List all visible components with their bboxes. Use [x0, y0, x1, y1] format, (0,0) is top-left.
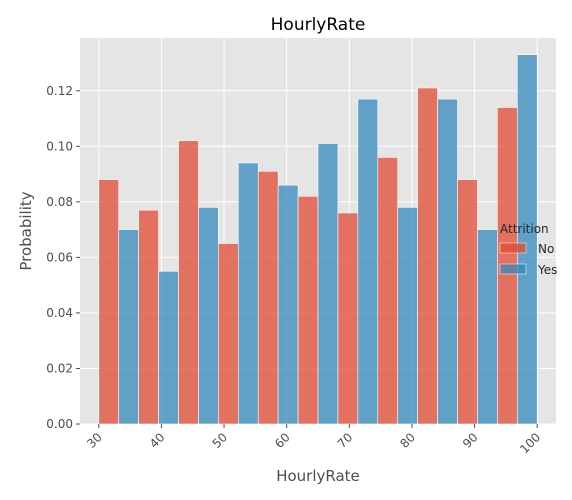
bar-no-0: [98, 179, 120, 425]
bar-no-8: [417, 87, 438, 425]
legend-swatch-yes: [499, 263, 527, 275]
x-tick-label: 30: [84, 430, 105, 451]
bar-yes-7: [397, 207, 418, 425]
y-tick-label: 0.02: [46, 361, 73, 375]
x-tick-label: 100: [517, 430, 543, 456]
y-tick-label: 0.04: [46, 306, 73, 320]
legend-swatch-no: [499, 242, 527, 254]
y-tick-label: 0.08: [46, 195, 73, 209]
bar-no-6: [337, 212, 359, 425]
bar-no-4: [257, 170, 279, 425]
bar-yes-1: [158, 270, 179, 425]
legend-label-no: No: [538, 242, 554, 256]
bar-yes-8: [437, 98, 458, 425]
bar-no-7: [377, 157, 399, 425]
x-ticks: 30 40 50 60 70 80 90 100: [84, 424, 543, 456]
y-tick-label: 0.00: [46, 417, 73, 431]
bar-yes-3: [237, 162, 259, 425]
x-tick-label: 90: [460, 430, 481, 451]
x-axis-label: HourlyRate: [276, 467, 360, 485]
y-tick-label: 0.10: [46, 139, 73, 153]
y-tick-label: 0.06: [46, 250, 73, 264]
legend-title: Attrition: [500, 222, 549, 236]
y-axis-label: Probability: [17, 191, 35, 270]
y-tick-label: 0.12: [46, 84, 73, 98]
bar-yes-2: [198, 207, 219, 425]
y-ticks: 0.00 0.02 0.04 0.06 0.08 0.10 0.12: [46, 84, 80, 431]
legend: Attrition No Yes: [499, 222, 557, 277]
bar-yes-9: [477, 229, 498, 425]
legend-label-yes: Yes: [537, 263, 557, 277]
bar-yes-10: [516, 54, 538, 425]
bar-no-1: [138, 209, 159, 425]
chart-title: HourlyRate: [271, 15, 366, 35]
bar-no-5: [297, 195, 319, 425]
bar-yes-6: [357, 98, 379, 425]
x-tick-label: 50: [209, 430, 230, 451]
bar-yes-5: [317, 143, 339, 425]
bars: [98, 54, 538, 425]
x-tick-label: 80: [397, 430, 418, 451]
x-tick-label: 40: [147, 430, 168, 451]
bar-yes-0: [118, 229, 139, 425]
bar-no-3: [218, 243, 239, 425]
x-tick-label: 70: [335, 430, 356, 451]
bar-no-2: [178, 140, 199, 425]
x-tick-label: 60: [272, 430, 293, 451]
bar-yes-4: [277, 184, 299, 425]
bar-no-9: [457, 179, 478, 425]
